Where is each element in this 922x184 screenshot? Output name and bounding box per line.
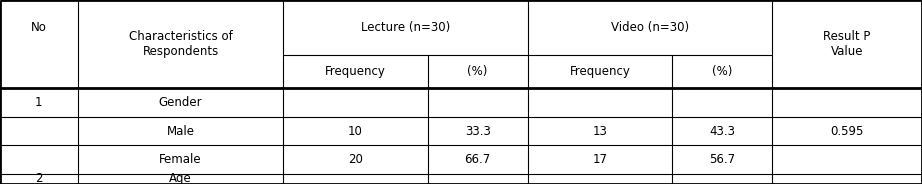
Text: 17: 17 (592, 153, 608, 166)
Text: No: No (31, 21, 47, 34)
Text: Frequency: Frequency (570, 65, 631, 78)
Text: 20: 20 (348, 153, 363, 166)
Text: Frequency: Frequency (325, 65, 386, 78)
Text: Male: Male (167, 125, 195, 138)
Text: 1: 1 (35, 96, 42, 109)
Text: Result P
Value: Result P Value (823, 30, 870, 58)
Text: 13: 13 (593, 125, 608, 138)
Text: Age: Age (169, 172, 192, 184)
Text: 66.7: 66.7 (465, 153, 491, 166)
Text: Lecture (n=30): Lecture (n=30) (361, 21, 450, 34)
Text: 0.595: 0.595 (831, 125, 864, 138)
Text: Characteristics of
Respondents: Characteristics of Respondents (129, 30, 232, 58)
Text: 56.7: 56.7 (709, 153, 735, 166)
Text: (%): (%) (712, 65, 732, 78)
Text: 10: 10 (348, 125, 363, 138)
Text: (%): (%) (467, 65, 488, 78)
Text: 33.3: 33.3 (465, 125, 491, 138)
Text: 2: 2 (35, 172, 42, 184)
Text: 43.3: 43.3 (709, 125, 735, 138)
Text: Video (n=30): Video (n=30) (610, 21, 689, 34)
Text: Gender: Gender (159, 96, 202, 109)
Text: Female: Female (160, 153, 202, 166)
